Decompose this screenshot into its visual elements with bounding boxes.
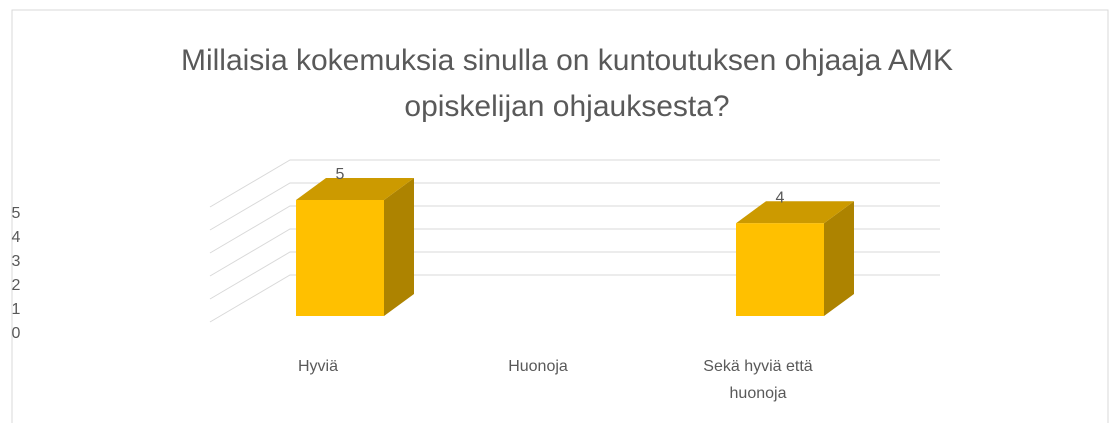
y-tick-label: 0	[12, 325, 21, 342]
grid-line	[209, 205, 940, 254]
chart-title: Millaisia kokemuksia sinulla on kuntoutu…	[180, 44, 954, 123]
bar	[296, 200, 384, 316]
grid-line	[209, 159, 940, 208]
bar-side	[384, 178, 414, 316]
y-tick-label: 1	[12, 301, 21, 318]
y-tick-label: 4	[12, 229, 21, 246]
chart-frame	[11, 9, 1109, 423]
x-tick-label: Huonoja	[508, 358, 568, 375]
data-label: 5	[336, 166, 345, 183]
bar-top	[736, 201, 854, 224]
y-tick-label: 5	[12, 205, 21, 222]
grid-line	[209, 251, 940, 300]
data-label: 4	[776, 189, 785, 206]
y-tick-label: 2	[12, 277, 21, 294]
y-tick-label: 3	[12, 253, 21, 270]
x-tick-label: Hyviä	[297, 358, 338, 375]
x-tick-label: Sekä hyviä että huonoja	[703, 358, 813, 402]
grid-line	[209, 274, 940, 323]
bar-side	[824, 201, 854, 316]
grid-line	[209, 182, 940, 231]
bar	[736, 223, 824, 316]
grid-line	[209, 228, 940, 277]
bar-top	[296, 178, 414, 200]
